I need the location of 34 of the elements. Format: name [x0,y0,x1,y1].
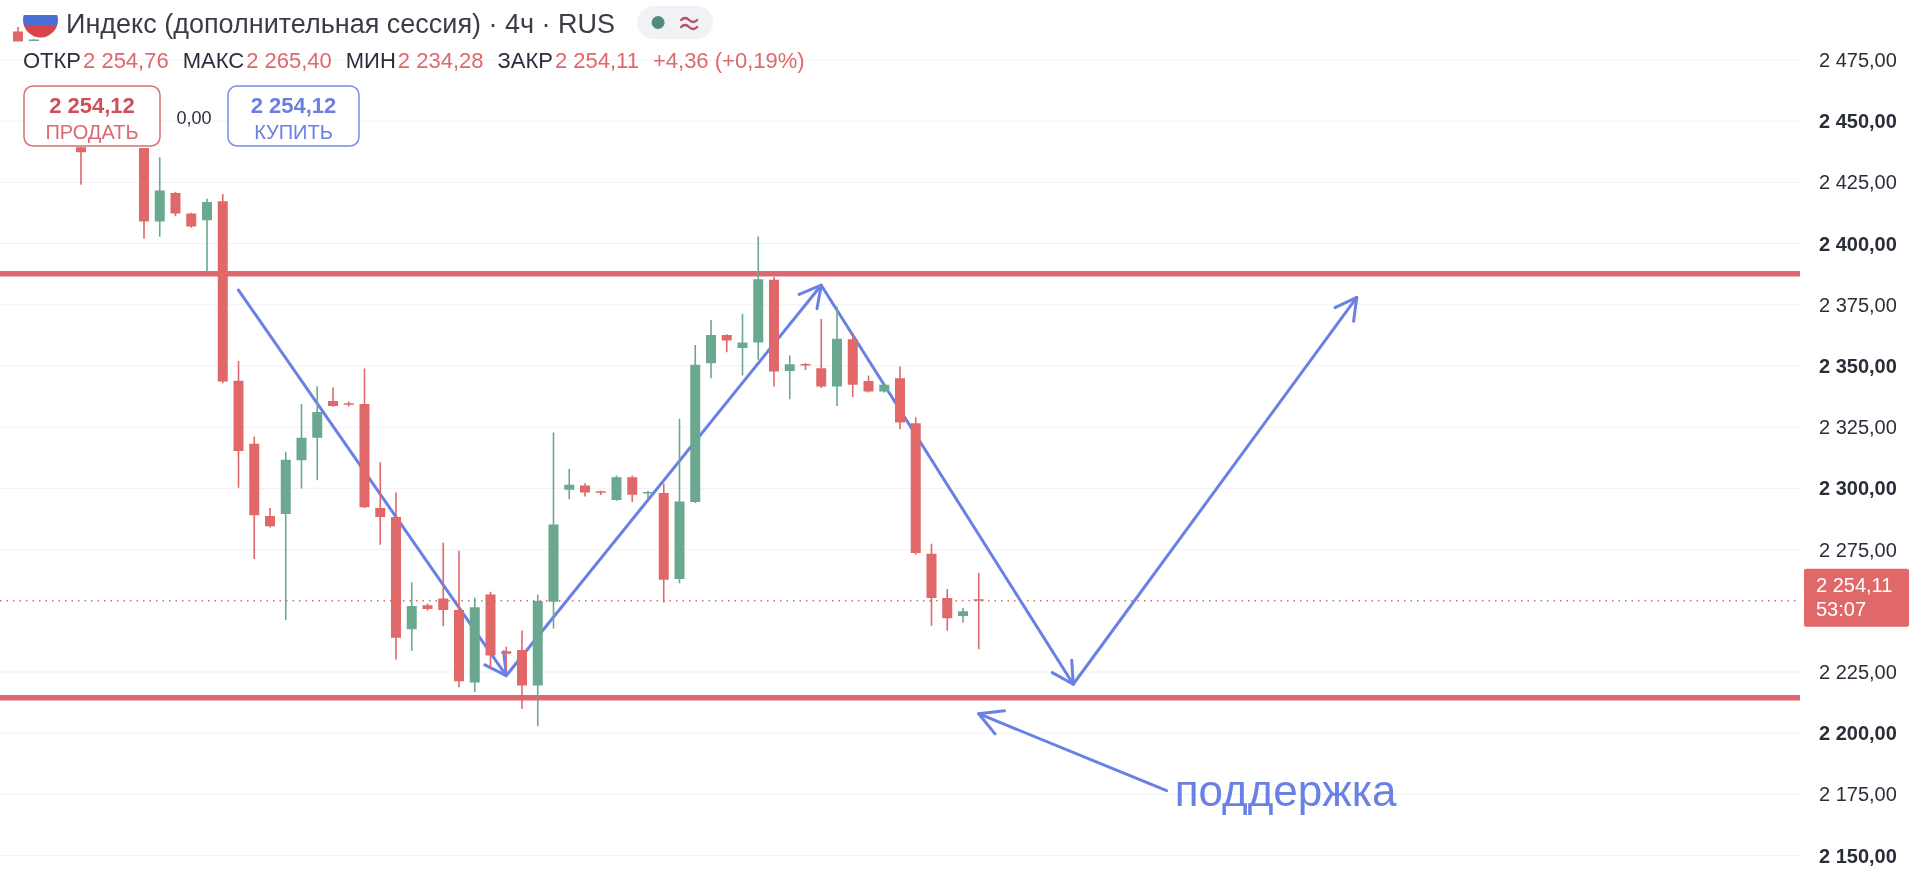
candlestick [28,38,39,41]
annotation: ЗАКР [497,48,553,73]
annotation: ОТКР [23,48,82,73]
annotation: 2 254,76 [83,48,169,73]
y-tick-label: 2 350,00 [1819,354,1897,377]
annotation: 2 254,11 [554,48,639,73]
annotation: 2 254,12 [250,93,337,118]
annotation: 2 234,28 [397,48,484,73]
y-tick-label: 2 300,00 [1819,477,1897,500]
ref-line-label: 2 254,11 53:07 [1816,573,1893,620]
annotation: МИН [345,48,396,73]
y-tick-label: 2 425,00 [1819,171,1897,194]
ref-line-label: поддержка [1174,765,1397,815]
annotation: 2 265,40 [246,48,332,73]
candlestick [76,146,86,185]
y-tick-label: 2 175,00 [1819,783,1897,806]
y-tick-label: 2 450,00 [1819,110,1897,133]
y-tick-label: 2 150,00 [1819,844,1897,867]
candlestick [154,157,165,237]
annotation: КУПИТЬ [254,121,333,143]
y-tick-label: 2 275,00 [1819,538,1897,561]
annotation: ПРОДАТЬ [45,121,139,143]
y-tick-label: 2 400,00 [1819,232,1897,255]
y-tick-label: 2 325,00 [1819,416,1897,439]
y-tick-label: 2 475,00 [1819,48,1897,71]
annotation: МАКС [182,48,245,73]
candlestick [202,198,212,272]
y-tick-label: 2 225,00 [1819,661,1897,683]
chart-title: Индекс (дополнительная сессия) · 4ч · RUS [66,9,616,39]
y-tick-label: 2 375,00 [1819,293,1897,316]
y-tick-label: 2 200,00 [1819,722,1897,745]
annotation: +4,36 (+0,19%) [652,48,805,73]
annotation: 0,00 [176,108,212,128]
annotation: 2 254,12 [49,93,135,118]
